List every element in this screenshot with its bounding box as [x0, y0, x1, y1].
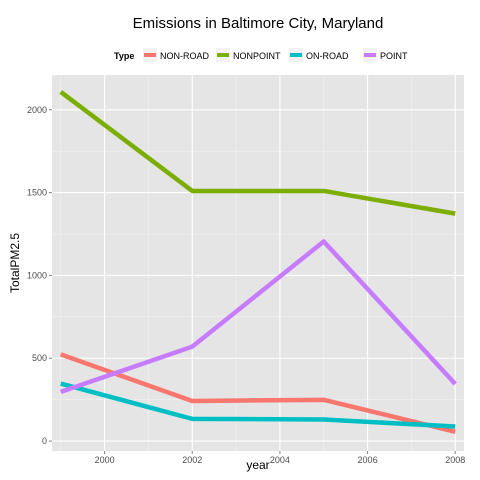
major-gridlines — [52, 75, 464, 451]
legend-item-non-road: NON-ROAD — [143, 48, 209, 62]
legend-label: POINT — [380, 51, 408, 61]
x-axis: 2000 2002 2004 2006 2008 — [95, 451, 465, 465]
y-tick-label: 1500 — [27, 188, 47, 198]
x-tick-label: 2002 — [182, 455, 202, 465]
series-layer — [59, 90, 457, 434]
x-tick-label: 2000 — [95, 455, 115, 465]
series-line-nonpoint — [59, 90, 456, 216]
x-tick-label: 2008 — [445, 455, 465, 465]
legend-label: NON-ROAD — [160, 51, 209, 61]
x-tick-label: 2004 — [270, 455, 290, 465]
minor-gridlines — [52, 75, 464, 451]
y-axis-title: TotalPM2.5 — [8, 233, 22, 293]
legend-label: NONPOINT — [233, 51, 281, 61]
y-tick-label: 1000 — [27, 270, 47, 280]
series-line-on-road — [60, 381, 456, 429]
legend-item-on-road: ON-ROAD — [289, 48, 349, 62]
y-axis: 0 500 1000 1500 2000 — [27, 105, 52, 446]
series-line-non-road — [60, 352, 456, 434]
y-tick-label: 2000 — [27, 105, 47, 115]
y-tick-label: 0 — [42, 436, 47, 446]
legend-item-nonpoint: NONPOINT — [216, 48, 281, 62]
series-line-point — [60, 239, 457, 394]
legend-title: Type — [114, 51, 134, 61]
x-tick-label: 2006 — [358, 455, 378, 465]
legend-item-point: POINT — [363, 48, 408, 62]
legend: Type NON-ROAD NONPOINT ON-ROAD POINT — [114, 48, 408, 62]
x-axis-title: year — [246, 458, 269, 472]
legend-label: ON-ROAD — [306, 51, 349, 61]
y-tick-label: 500 — [32, 353, 47, 363]
chart-title: Emissions in Baltimore City, Maryland — [133, 15, 384, 32]
